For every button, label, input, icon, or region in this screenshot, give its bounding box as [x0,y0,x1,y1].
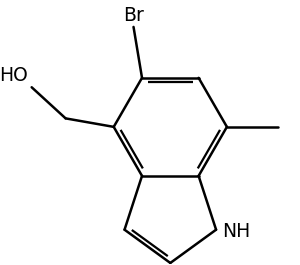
Text: HO: HO [0,66,28,85]
Text: NH: NH [222,222,250,241]
Text: Br: Br [123,6,144,25]
